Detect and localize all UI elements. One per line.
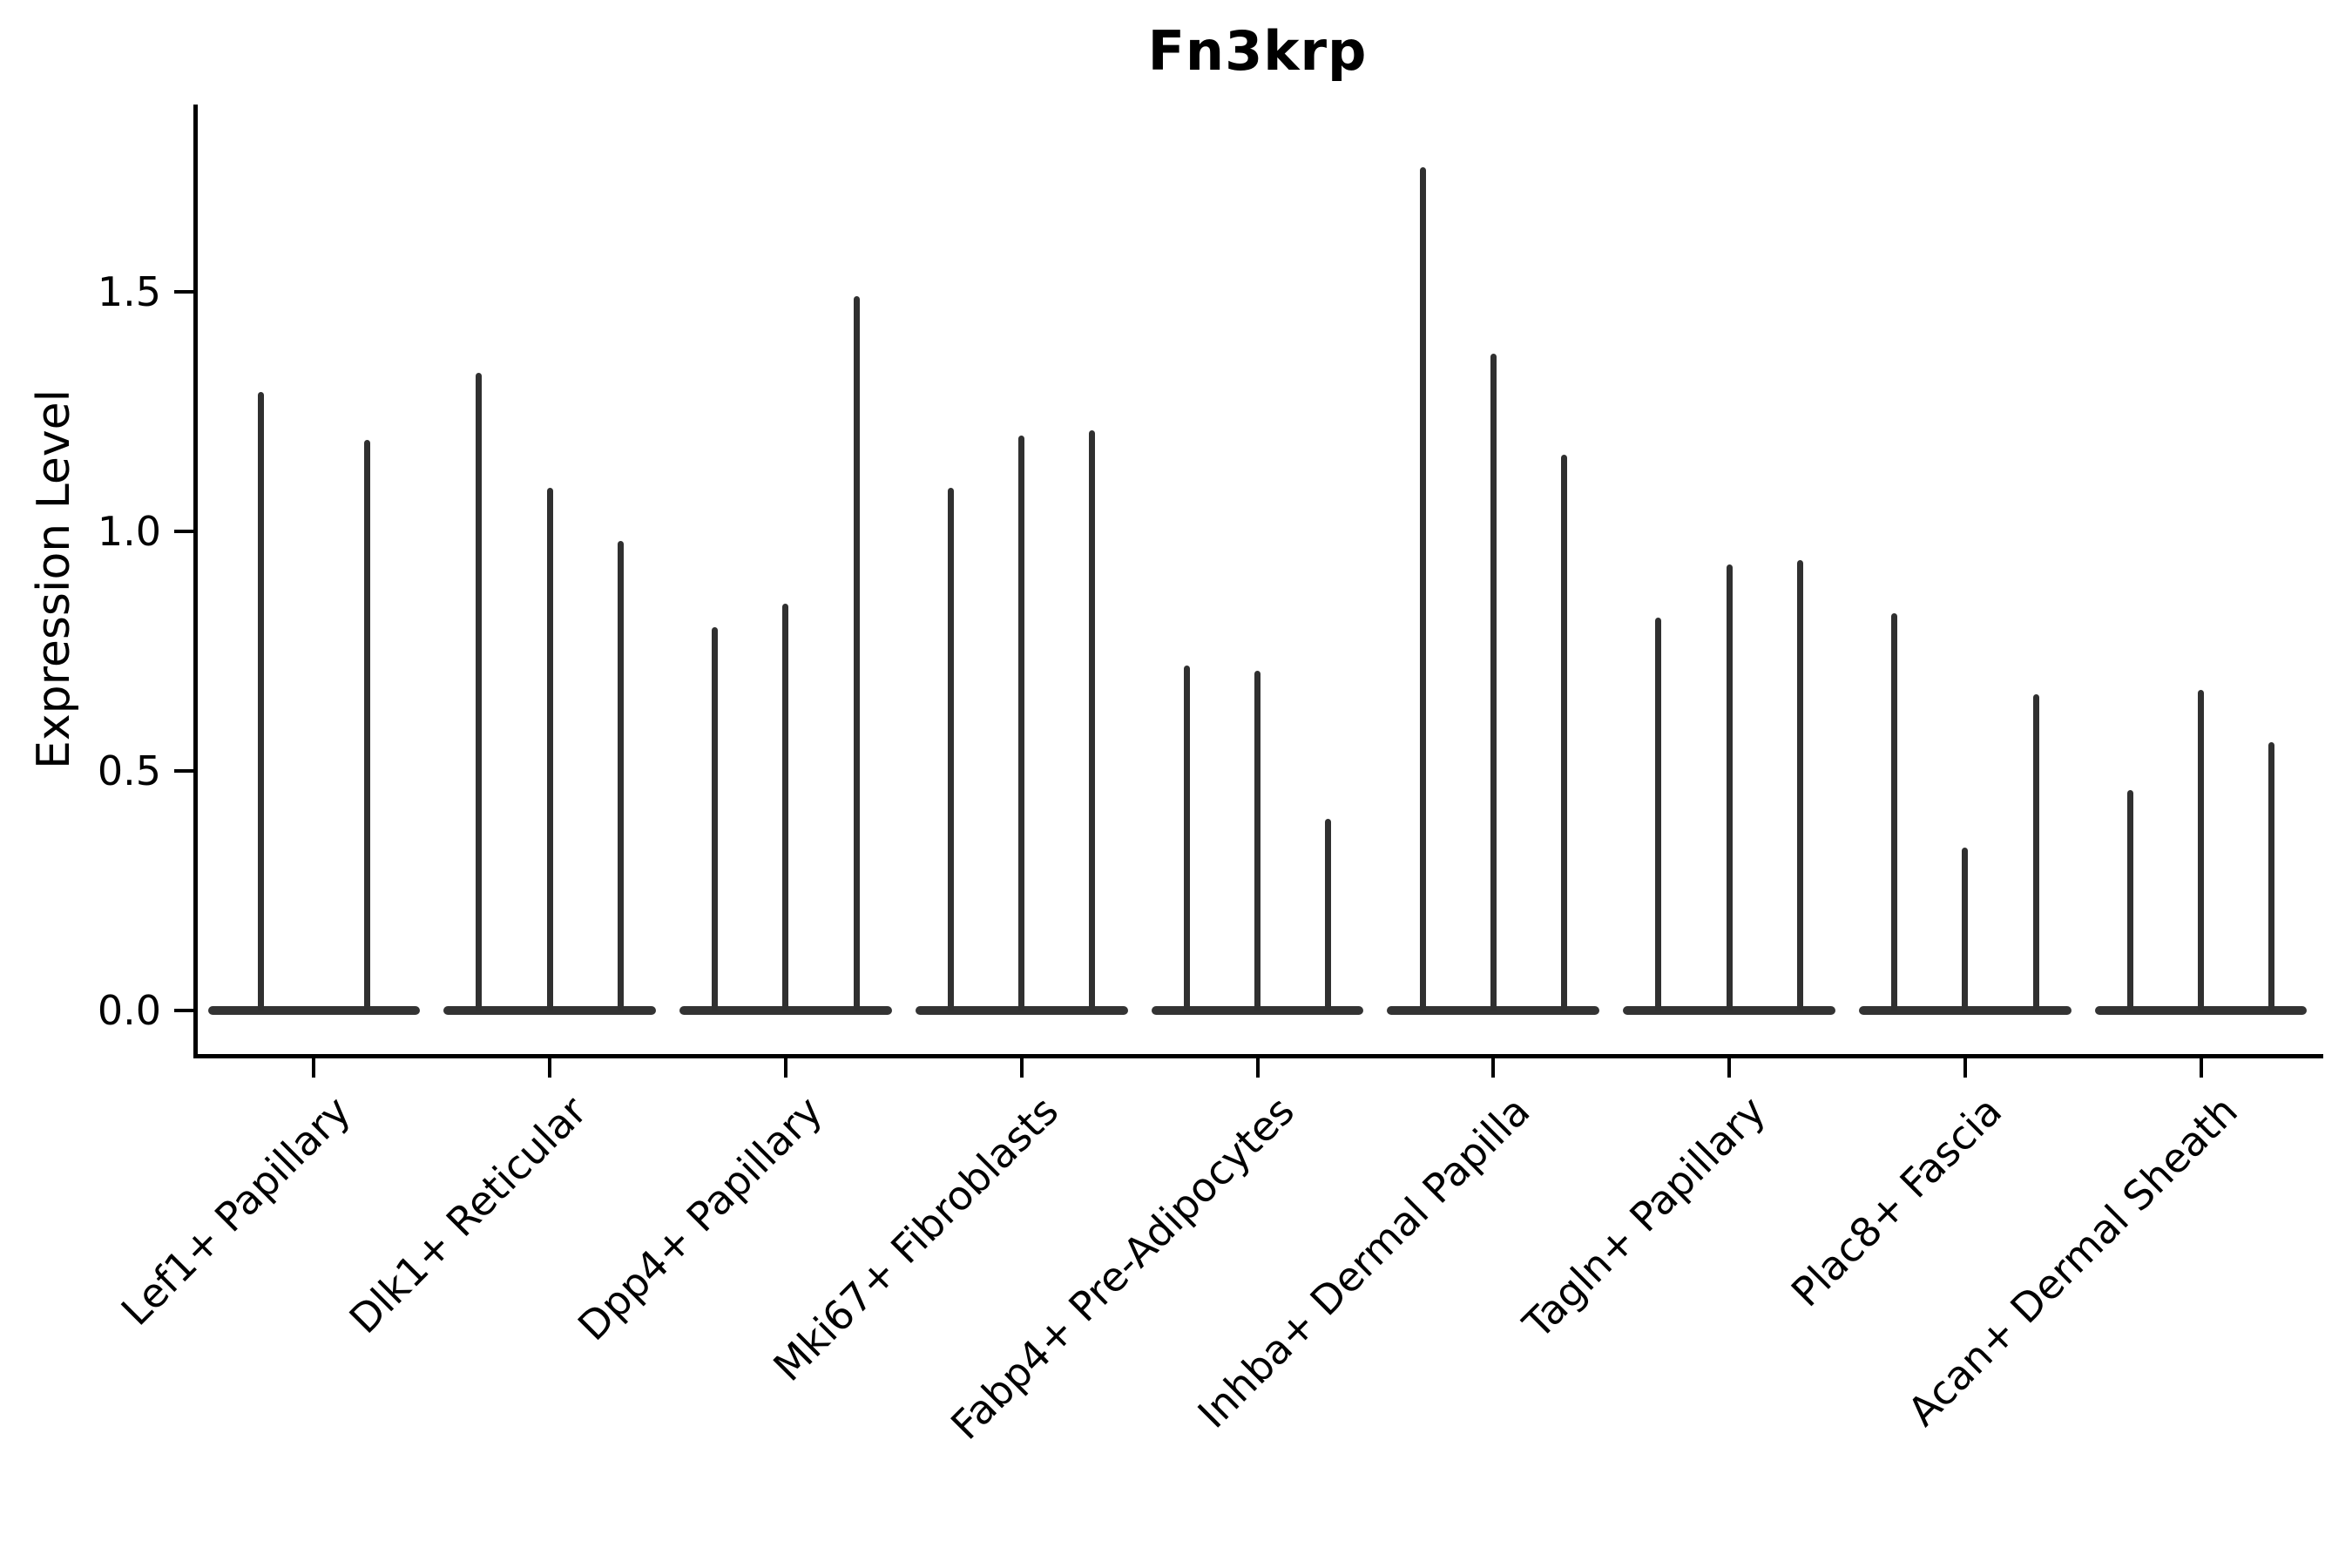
violin-spike bbox=[1419, 166, 1426, 1011]
violin-spike bbox=[712, 627, 719, 1011]
violin-spike bbox=[947, 488, 954, 1011]
y-tick-mark bbox=[174, 529, 193, 533]
violin-spike bbox=[1891, 612, 1898, 1011]
x-tick-label: Dpp4+ Papillary bbox=[568, 1087, 832, 1350]
x-tick-mark bbox=[1727, 1058, 1732, 1078]
y-tick-label: 0.0 bbox=[97, 987, 161, 1035]
violin-base bbox=[915, 1006, 1128, 1016]
y-tick-label: 1.0 bbox=[97, 507, 161, 555]
violin-spike bbox=[476, 373, 483, 1011]
violin-spike bbox=[1962, 848, 1969, 1011]
violin-base bbox=[2094, 1006, 2308, 1016]
x-tick-mark bbox=[1255, 1058, 1260, 1078]
y-tick-label: 1.5 bbox=[97, 267, 161, 315]
y-tick-mark bbox=[174, 289, 193, 294]
y-tick-mark bbox=[174, 769, 193, 774]
violin-base bbox=[1623, 1006, 1835, 1016]
violin-spike bbox=[1726, 564, 1733, 1011]
x-tick-label: Lef1+ Papillary bbox=[112, 1087, 360, 1335]
x-tick-mark bbox=[1963, 1058, 1967, 1078]
violin-base bbox=[443, 1006, 656, 1016]
y-tick-label: 0.5 bbox=[97, 747, 161, 795]
x-axis-spine bbox=[193, 1054, 2323, 1058]
x-tick-mark bbox=[1491, 1058, 1496, 1078]
violin-base bbox=[1858, 1006, 2072, 1016]
violin-spike bbox=[1325, 819, 1332, 1011]
violin-spike bbox=[1183, 666, 1190, 1011]
chart-title: Fn3krp bbox=[1147, 19, 1368, 83]
violin-spike bbox=[1018, 435, 1025, 1011]
x-tick-mark bbox=[783, 1058, 787, 1078]
x-tick-mark bbox=[2199, 1058, 2203, 1078]
violin-spike bbox=[257, 392, 264, 1011]
x-tick-label: Dlk1+ Reticular bbox=[340, 1087, 596, 1343]
x-tick-mark bbox=[548, 1058, 552, 1078]
violin-spike bbox=[1490, 354, 1497, 1011]
violin-base bbox=[1387, 1006, 1600, 1016]
violin-spike bbox=[2032, 694, 2039, 1011]
violin-base bbox=[1151, 1006, 1364, 1016]
violin-spike bbox=[2126, 790, 2133, 1011]
violin-spike bbox=[2198, 689, 2205, 1011]
violin-spike bbox=[1089, 430, 1096, 1011]
violin-spike bbox=[1796, 559, 1803, 1011]
violin-base bbox=[679, 1006, 892, 1016]
x-tick-label: Plac8+ Fascia bbox=[1781, 1087, 2011, 1316]
x-tick-mark bbox=[1019, 1058, 1024, 1078]
violin-spike bbox=[1254, 670, 1260, 1011]
violin-spike bbox=[782, 603, 789, 1011]
violin-spike bbox=[617, 540, 624, 1011]
violin-spike bbox=[1655, 618, 1662, 1011]
violin-spike bbox=[853, 296, 860, 1011]
violin-spike bbox=[1561, 454, 1567, 1011]
violin-spike bbox=[363, 440, 370, 1011]
y-tick-mark bbox=[174, 1009, 193, 1013]
y-axis-spine bbox=[193, 105, 198, 1058]
violin-spike bbox=[2268, 742, 2275, 1011]
violin-base bbox=[207, 1006, 421, 1016]
x-tick-mark bbox=[312, 1058, 316, 1078]
violin-spike bbox=[546, 488, 553, 1011]
x-tick-label: Tagln+ Papillary bbox=[1514, 1087, 1775, 1348]
